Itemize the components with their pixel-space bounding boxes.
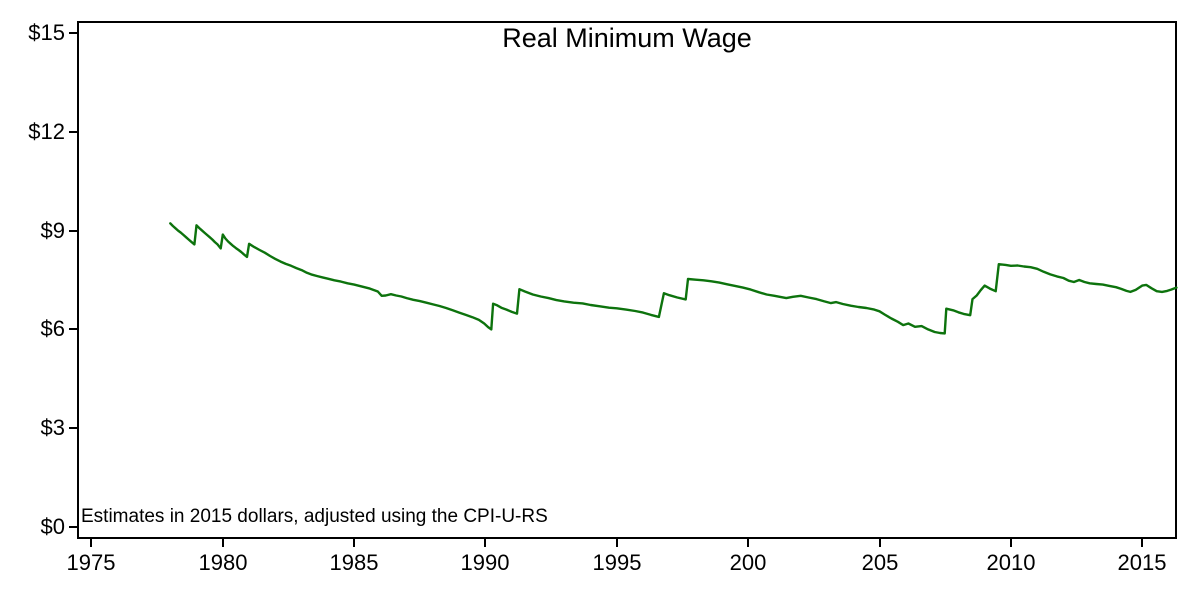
x-tick-label: 1980 xyxy=(198,550,248,575)
y-tick-label: $12 xyxy=(28,119,65,144)
x-tick-mark xyxy=(747,539,749,547)
chart-title: Real Minimum Wage xyxy=(502,23,752,53)
y-tick-mark xyxy=(69,328,78,330)
x-tick-mark xyxy=(1141,539,1143,547)
x-tick-label: 1990 xyxy=(460,550,510,575)
y-tick-label: $6 xyxy=(40,316,65,341)
x-tick-label: 200 xyxy=(729,550,767,575)
x-tick-mark xyxy=(484,539,486,547)
x-tick-mark xyxy=(879,539,881,547)
x-tick-mark xyxy=(616,539,618,547)
x-tick-label: 205 xyxy=(861,550,899,575)
x-tick-mark xyxy=(90,539,92,547)
y-tick-label: $0 xyxy=(40,514,65,539)
y-tick-mark xyxy=(69,32,78,34)
x-tick-label: 1995 xyxy=(592,550,642,575)
x-tick-mark xyxy=(222,539,224,547)
x-tick-mark xyxy=(1010,539,1012,547)
plot-area xyxy=(77,21,1177,539)
y-tick-mark xyxy=(69,131,78,133)
y-tick-label: $15 xyxy=(28,20,65,45)
x-tick-mark xyxy=(353,539,355,547)
y-tick-label: $9 xyxy=(40,218,65,243)
x-tick-label: 2010 xyxy=(986,550,1036,575)
y-tick-label: $3 xyxy=(40,415,65,440)
x-tick-label: 1985 xyxy=(329,550,379,575)
y-tick-mark xyxy=(69,427,78,429)
chart-note: Estimates in 2015 dollars, adjusted usin… xyxy=(81,506,548,527)
x-tick-label: 2015 xyxy=(1117,550,1167,575)
y-tick-mark xyxy=(69,230,78,232)
y-tick-mark xyxy=(69,526,78,528)
x-tick-label: 1975 xyxy=(66,550,116,575)
